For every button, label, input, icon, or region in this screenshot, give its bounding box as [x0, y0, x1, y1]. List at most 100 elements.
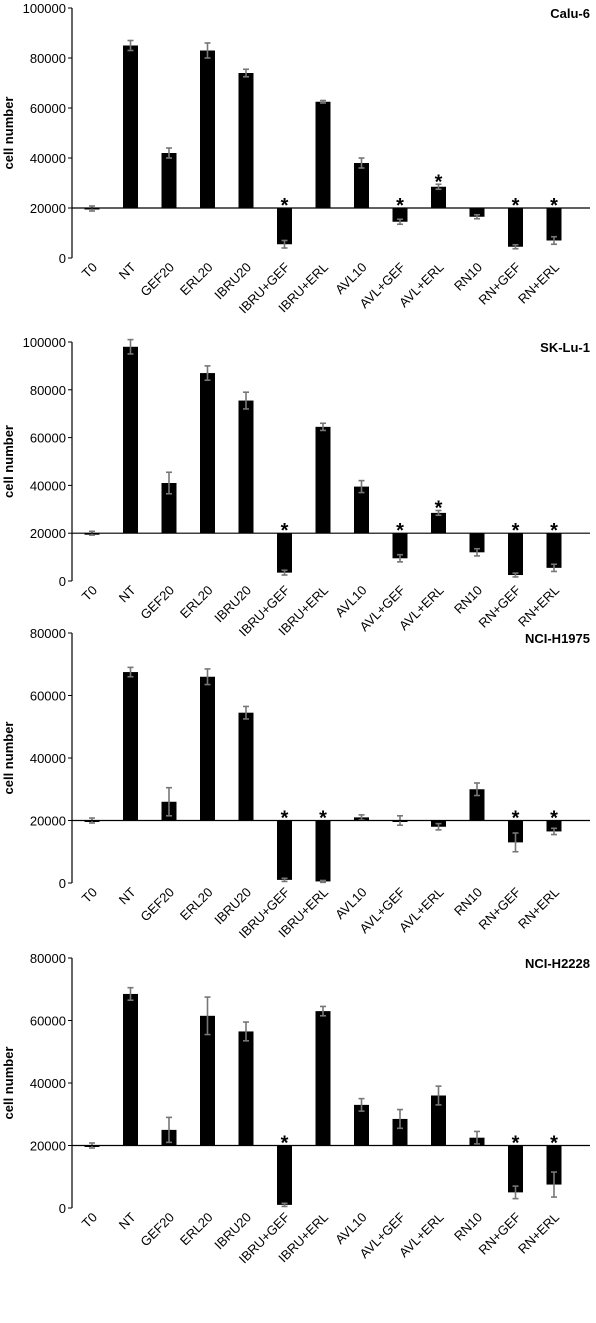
- bar: [431, 186, 446, 208]
- error-bar: [320, 879, 326, 884]
- x-tick-label: RN10: [451, 583, 485, 617]
- x-tick-label: RN+GEF: [475, 1209, 523, 1257]
- bar: [277, 1145, 292, 1205]
- bar: [200, 373, 215, 534]
- x-tick-label: RN10: [451, 1210, 485, 1244]
- significance-star: *: [281, 520, 289, 542]
- y-tick-label: 60000: [30, 1014, 66, 1029]
- error-bar: [358, 1097, 365, 1112]
- error-bar: [166, 471, 172, 495]
- error-bar: [281, 569, 288, 576]
- significance-star: *: [512, 520, 520, 542]
- error-bar: [243, 391, 249, 410]
- significance-star: *: [550, 808, 558, 830]
- bar: [508, 533, 523, 576]
- bar: [469, 789, 485, 821]
- y-tick-label: 60000: [30, 431, 66, 446]
- error-bar: [281, 877, 288, 883]
- bar: [123, 993, 138, 1146]
- bar: [315, 426, 331, 534]
- error-bar: [397, 218, 403, 226]
- error-bar: [474, 547, 480, 557]
- y-tick-label: 80000: [30, 383, 66, 398]
- y-tick-label: 0: [59, 876, 66, 891]
- bar: [546, 820, 562, 832]
- bar: [238, 400, 254, 534]
- x-tick-label: ERL20: [177, 260, 216, 299]
- significance-star: *: [396, 195, 404, 217]
- bar: [123, 45, 138, 208]
- chart-title: Calu-6: [550, 6, 590, 21]
- bar: [431, 512, 446, 534]
- bar: [123, 346, 138, 534]
- bar: [315, 101, 331, 208]
- y-tick-label: 40000: [30, 151, 66, 166]
- error-bar: [474, 1130, 480, 1145]
- significance-star: *: [281, 195, 289, 217]
- error-bar: [243, 1021, 249, 1042]
- significance-star: *: [550, 520, 558, 542]
- bar: [508, 1145, 523, 1193]
- x-tick-label: RN+ERL: [515, 1210, 562, 1257]
- x-tick-label: GEF20: [137, 1210, 177, 1250]
- y-axis-label: cell number: [1, 425, 16, 498]
- x-tick-label: GEF20: [137, 260, 177, 300]
- bar: [546, 1145, 562, 1185]
- bar: [431, 1095, 446, 1146]
- y-tick-label: 40000: [30, 1076, 66, 1091]
- bar: [277, 208, 292, 245]
- y-tick-label: 60000: [30, 101, 66, 116]
- error-bar: [435, 183, 442, 191]
- error-bar: [435, 509, 442, 517]
- x-tick-label: AVL10: [332, 885, 370, 923]
- bar: [277, 820, 292, 880]
- chart-panel: 0 20000 40000 60000 80000 cell number NCI-H222…: [1, 951, 590, 1266]
- bar: [200, 1015, 215, 1146]
- chart-panel: 0 20000 40000 60000 80000 100000 cell number Ca…: [1, 1, 590, 316]
- error-bar: [166, 147, 172, 159]
- x-tick-label: ERL20: [177, 583, 216, 622]
- error-bar: [551, 563, 557, 573]
- error-bar: [320, 1005, 326, 1017]
- y-tick-label: 20000: [30, 814, 66, 829]
- error-bar: [127, 338, 134, 355]
- error-bar: [358, 479, 365, 494]
- chart-title: SK-Lu-1: [540, 340, 590, 355]
- y-tick-label: 40000: [30, 478, 66, 493]
- bar: [392, 1118, 408, 1146]
- x-tick-label: RN10: [451, 260, 485, 294]
- error-bar: [512, 572, 519, 578]
- x-tick-label: ERL20: [177, 885, 216, 924]
- y-axis-label: cell number: [1, 1047, 16, 1120]
- chart-panel: 0 20000 40000 60000 80000 100000 cell number SK…: [1, 335, 590, 639]
- error-bar: [243, 705, 249, 720]
- error-bar: [358, 814, 365, 821]
- error-bar: [474, 782, 480, 797]
- bar: [392, 208, 408, 222]
- bar: [354, 486, 369, 534]
- y-tick-label: 80000: [30, 951, 66, 966]
- bar: [200, 50, 215, 208]
- significance-star: *: [396, 520, 404, 542]
- error-bar: [512, 832, 519, 853]
- x-tick-label: NT: [116, 582, 139, 605]
- chart-panel: 0 20000 40000 60000 80000 cell number NCI-H197…: [1, 626, 590, 941]
- x-tick-label: RN+ERL: [515, 583, 562, 630]
- y-tick-label: 80000: [30, 626, 66, 641]
- error-bar: [551, 827, 557, 836]
- y-tick-label: 0: [59, 574, 66, 589]
- y-tick-label: 40000: [30, 751, 66, 766]
- chart-title: NCI-H2228: [525, 956, 590, 971]
- error-bar: [127, 986, 134, 1001]
- x-tick-label: RN+GEF: [475, 582, 523, 630]
- error-bar: [435, 1085, 442, 1106]
- significance-star: *: [319, 808, 327, 830]
- x-tick-label: RN+GEF: [475, 884, 523, 932]
- error-bar: [512, 243, 519, 250]
- x-tick-label: T0: [79, 1210, 100, 1231]
- significance-star: *: [512, 195, 520, 217]
- x-tick-label: RN10: [451, 885, 485, 919]
- error-bar: [127, 39, 134, 52]
- x-tick-label: T0: [79, 260, 100, 281]
- error-bar: [551, 235, 557, 246]
